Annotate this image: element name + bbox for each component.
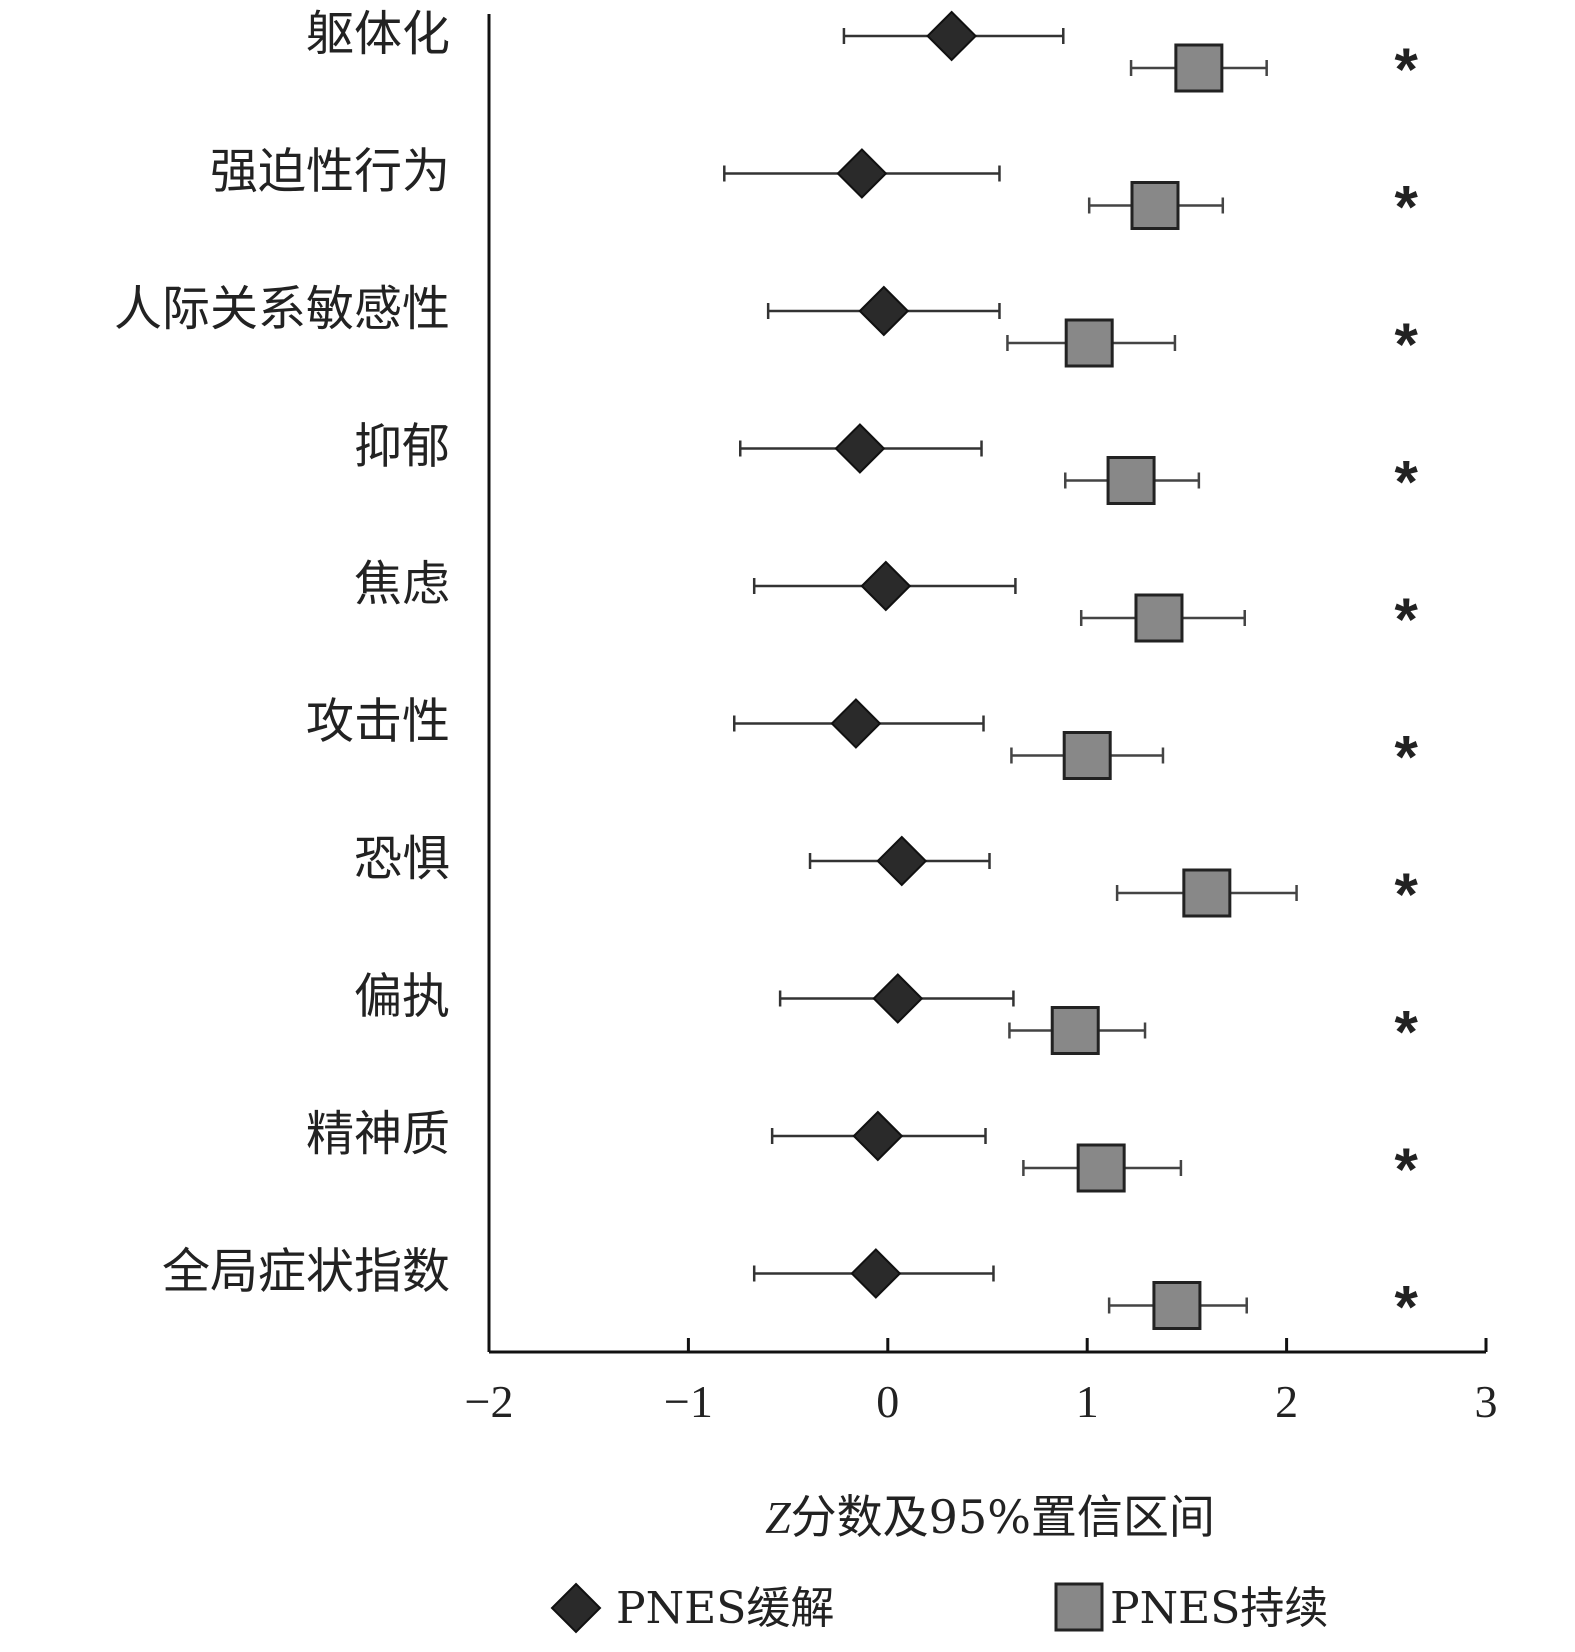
legend-item-remission: PNES缓解 [550, 1582, 834, 1634]
x-tick-label: −2 [465, 1376, 514, 1427]
category-label: 精神质 [306, 1106, 450, 1162]
error-bars [723, 28, 1298, 1314]
category-label: 躯体化 [306, 6, 450, 62]
x-axis-title-text: 分数及95%置信区间 [791, 1490, 1215, 1544]
category-label: 偏执 [354, 969, 450, 1025]
diamond-marker [926, 10, 978, 62]
x-tick-label: 3 [1475, 1376, 1498, 1427]
legend-label-remission: PNES缓解 [616, 1583, 834, 1634]
diamond-marker [836, 148, 888, 199]
significance-star: * [1395, 586, 1419, 653]
legend-diamond-marker [550, 1582, 602, 1634]
x-axis-title-prefix: Z [765, 1492, 791, 1543]
diamond-marker [872, 973, 924, 1024]
square-marker [1062, 731, 1112, 780]
square-marker [1152, 1281, 1202, 1330]
diamond-marker [876, 835, 928, 887]
diamond-marker [850, 1248, 902, 1299]
significance-markers: * * * * * * * * * * [1395, 36, 1419, 1341]
x-tick-label: 0 [876, 1376, 899, 1427]
square-marker [1064, 318, 1114, 368]
category-label: 焦虑 [354, 556, 450, 612]
legend-square-marker [1054, 1582, 1104, 1632]
significance-star: * [1395, 1136, 1419, 1203]
legend-item-persistent: PNES持续 [1054, 1582, 1328, 1634]
category-label: 强迫性行为 [210, 144, 450, 200]
square-marker [1134, 593, 1184, 643]
diamond-marker [858, 285, 910, 337]
significance-star: * [1395, 174, 1419, 241]
category-label: 恐惧 [354, 831, 450, 887]
square-marker [1106, 456, 1156, 505]
axes: −2 −1 0 1 2 3 [465, 14, 1498, 1427]
category-label: 人际关系敏感性 [114, 281, 450, 337]
x-tick-label: −1 [664, 1376, 713, 1427]
point-markers [830, 10, 1232, 1330]
square-marker [1076, 1143, 1126, 1193]
category-label: 全局症状指数 [162, 1244, 450, 1300]
category-label: 抑郁 [354, 419, 450, 475]
significance-star: * [1395, 861, 1419, 928]
significance-star: * [1395, 311, 1419, 378]
significance-star: * [1395, 999, 1419, 1066]
x-axis-title: Z分数及95%置信区间 [765, 1490, 1215, 1544]
square-marker [1130, 181, 1180, 230]
category-label: 攻击性 [306, 694, 450, 750]
diamond-marker [852, 1110, 904, 1162]
diamond-marker [830, 698, 882, 749]
significance-star: * [1395, 36, 1419, 103]
significance-star: * [1395, 1274, 1419, 1341]
square-marker [1174, 43, 1224, 93]
x-tick-label: 2 [1275, 1376, 1298, 1427]
significance-star: * [1395, 449, 1419, 516]
square-marker [1050, 1006, 1100, 1055]
diamond-marker [834, 423, 886, 474]
significance-star: * [1395, 724, 1419, 791]
legend-label-persistent: PNES持续 [1110, 1583, 1328, 1634]
legend: PNES缓解 PNES持续 [550, 1582, 1328, 1634]
square-marker [1182, 868, 1232, 918]
diamond-marker [860, 560, 912, 612]
x-tick-label: 1 [1076, 1376, 1099, 1427]
